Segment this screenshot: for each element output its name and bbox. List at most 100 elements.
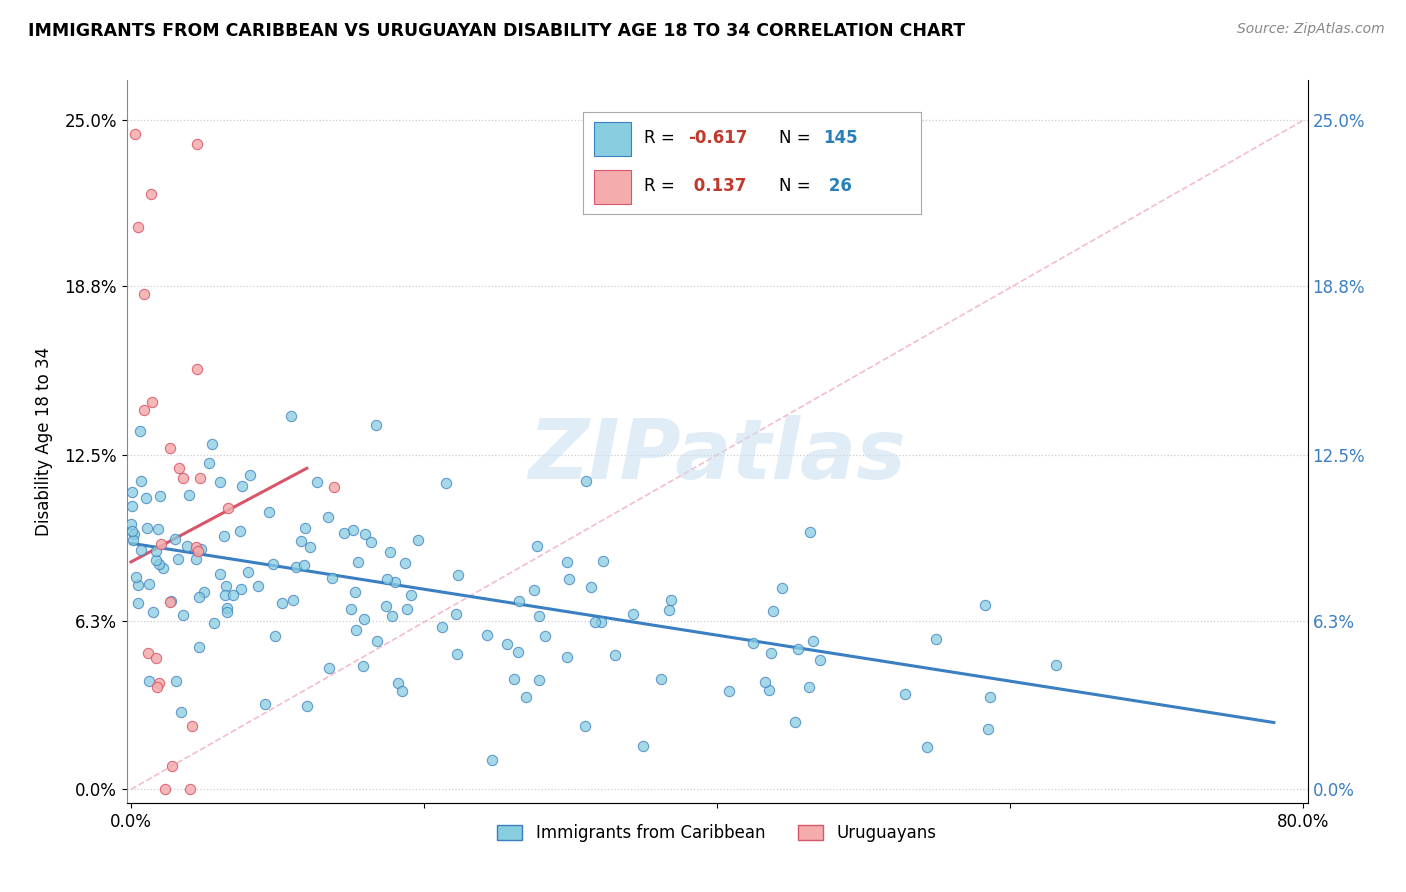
Point	[387, 676, 409, 690]
Point	[121, 499, 143, 513]
Point	[384, 575, 406, 590]
Point	[186, 361, 208, 376]
Point	[127, 596, 149, 610]
Point	[231, 479, 253, 493]
Point	[142, 605, 165, 619]
Bar	[593, 122, 631, 155]
Point	[364, 417, 387, 432]
Point	[165, 533, 187, 547]
Point	[138, 673, 160, 688]
Point	[394, 556, 416, 570]
Point	[229, 524, 252, 538]
Point	[177, 488, 200, 502]
Point	[254, 698, 277, 712]
Point	[557, 555, 579, 569]
Point	[925, 632, 948, 647]
Point	[165, 673, 187, 688]
Point	[187, 544, 209, 558]
Y-axis label: Disability Age 18 to 34: Disability Age 18 to 34	[35, 347, 53, 536]
Point	[658, 603, 681, 617]
Point	[558, 572, 581, 586]
Point	[621, 607, 644, 621]
Text: Source: ZipAtlas.com: Source: ZipAtlas.com	[1237, 22, 1385, 37]
Point	[190, 541, 212, 556]
Point	[127, 577, 149, 591]
Point	[527, 673, 550, 688]
Point	[917, 740, 939, 755]
Point	[167, 552, 190, 566]
Point	[215, 579, 238, 593]
Point	[193, 585, 215, 599]
Point	[508, 594, 530, 608]
Point	[122, 526, 145, 541]
Point	[159, 595, 181, 609]
Point	[318, 661, 340, 675]
Point	[184, 540, 207, 554]
Bar	[593, 170, 631, 204]
Point	[169, 461, 191, 475]
Point	[352, 658, 374, 673]
Point	[322, 480, 344, 494]
Point	[181, 719, 204, 733]
Point	[149, 537, 172, 551]
Point	[153, 782, 176, 797]
Point	[172, 608, 194, 623]
Point	[284, 559, 307, 574]
Point	[808, 653, 831, 667]
Point	[575, 474, 598, 488]
Point	[799, 524, 821, 539]
Text: 145: 145	[823, 129, 858, 147]
Point	[152, 561, 174, 575]
Point	[574, 718, 596, 732]
Point	[186, 551, 208, 566]
Point	[305, 475, 328, 489]
Point	[222, 589, 245, 603]
Point	[257, 505, 280, 519]
Point	[188, 590, 211, 604]
Point	[366, 634, 388, 648]
Point	[145, 651, 167, 665]
Point	[754, 675, 776, 690]
Text: R =: R =	[644, 129, 681, 147]
Point	[263, 557, 285, 571]
Text: 0.137: 0.137	[688, 178, 747, 195]
Point	[759, 646, 782, 660]
Point	[496, 637, 519, 651]
Point	[212, 529, 235, 543]
Point	[292, 558, 315, 572]
Point	[148, 522, 170, 536]
Point	[236, 566, 259, 580]
Point	[321, 571, 343, 585]
Point	[124, 127, 146, 141]
Point	[159, 442, 181, 456]
Point	[592, 553, 614, 567]
Point	[134, 287, 156, 301]
Point	[170, 705, 193, 719]
Point	[446, 647, 468, 661]
Point	[217, 605, 239, 619]
Point	[138, 577, 160, 591]
Point	[347, 555, 370, 569]
Point	[134, 403, 156, 417]
Point	[977, 723, 1000, 737]
Point	[127, 220, 149, 235]
Point	[129, 424, 152, 438]
Point	[758, 682, 780, 697]
Point	[247, 579, 270, 593]
Point	[340, 602, 363, 616]
Point	[631, 739, 654, 754]
Point	[148, 557, 170, 571]
Text: N =: N =	[779, 129, 815, 147]
Point	[434, 475, 457, 490]
Point	[201, 437, 224, 451]
Point	[353, 612, 375, 626]
Point	[783, 714, 806, 729]
Point	[344, 585, 367, 599]
Point	[591, 615, 613, 629]
Point	[188, 470, 211, 484]
Point	[581, 580, 603, 594]
Text: R =: R =	[644, 178, 681, 195]
Point	[121, 524, 143, 538]
Point	[148, 675, 170, 690]
Point	[141, 395, 163, 409]
